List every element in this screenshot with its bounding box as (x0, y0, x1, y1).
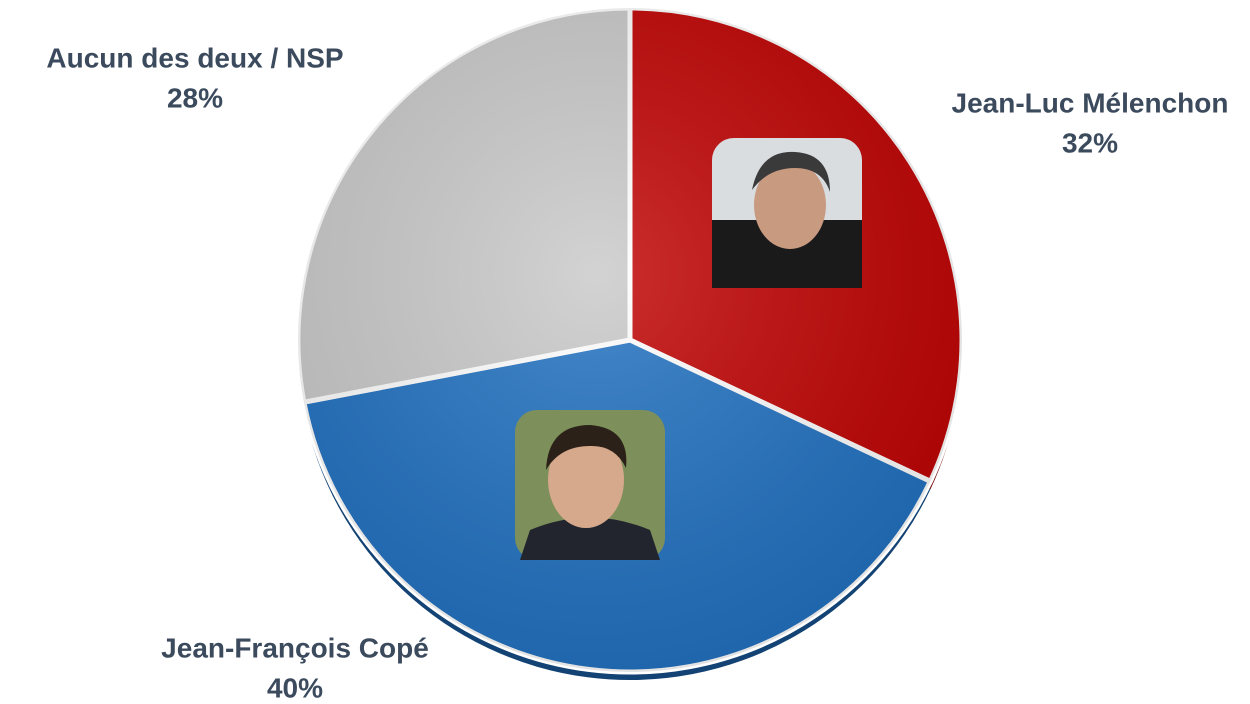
photo-melenchon (712, 138, 862, 288)
slice-label: Aucun des deux / NSP (46, 42, 343, 73)
pie (295, 5, 965, 675)
photo-cope (515, 410, 665, 560)
slice (295, 5, 633, 406)
value-label: 40% (267, 672, 323, 703)
value-label: 32% (1062, 127, 1118, 158)
value-label: 28% (167, 82, 223, 113)
slice-label: Jean-François Copé (161, 632, 429, 663)
slice-label: Jean-Luc Mélenchon (952, 87, 1229, 118)
